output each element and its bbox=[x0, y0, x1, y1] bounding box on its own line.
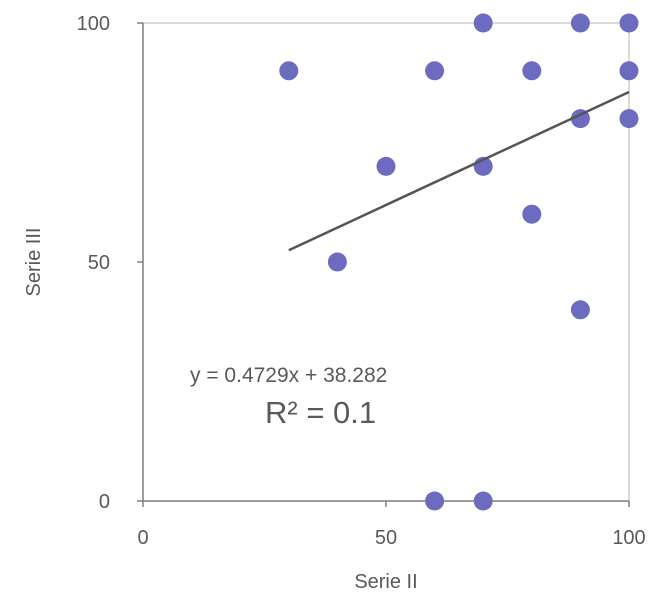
y-tick-label: 50 bbox=[88, 252, 110, 274]
data-point bbox=[570, 13, 590, 33]
data-point bbox=[425, 491, 445, 511]
data-point bbox=[570, 109, 590, 129]
x-axis-title: Serie II bbox=[354, 571, 417, 593]
data-point bbox=[570, 300, 590, 320]
plot-area-border bbox=[142, 22, 630, 502]
data-point bbox=[619, 109, 639, 129]
data-point bbox=[522, 204, 542, 224]
y-tick-label: 0 bbox=[99, 491, 110, 513]
data-point bbox=[473, 13, 493, 33]
axis-ticks: 0 50 100 0 50 100 bbox=[77, 13, 646, 549]
data-point bbox=[279, 61, 299, 81]
x-tick-label: 50 bbox=[375, 527, 397, 549]
data-point bbox=[473, 491, 493, 511]
data-point bbox=[376, 156, 396, 176]
data-point bbox=[327, 252, 347, 272]
trendline-equation: y = 0.4729x + 38.282 bbox=[190, 364, 387, 387]
data-point bbox=[522, 61, 542, 81]
data-point bbox=[425, 61, 445, 81]
x-tick-label: 100 bbox=[612, 527, 645, 549]
y-axis-title: Serie III bbox=[23, 228, 45, 297]
data-points bbox=[279, 13, 639, 511]
x-tick-label: 0 bbox=[137, 527, 148, 549]
y-tick-label: 100 bbox=[77, 13, 110, 35]
data-point bbox=[619, 61, 639, 81]
data-point bbox=[619, 13, 639, 33]
trendline bbox=[288, 90, 630, 252]
r-squared-label: R² = 0.1 bbox=[265, 395, 376, 430]
